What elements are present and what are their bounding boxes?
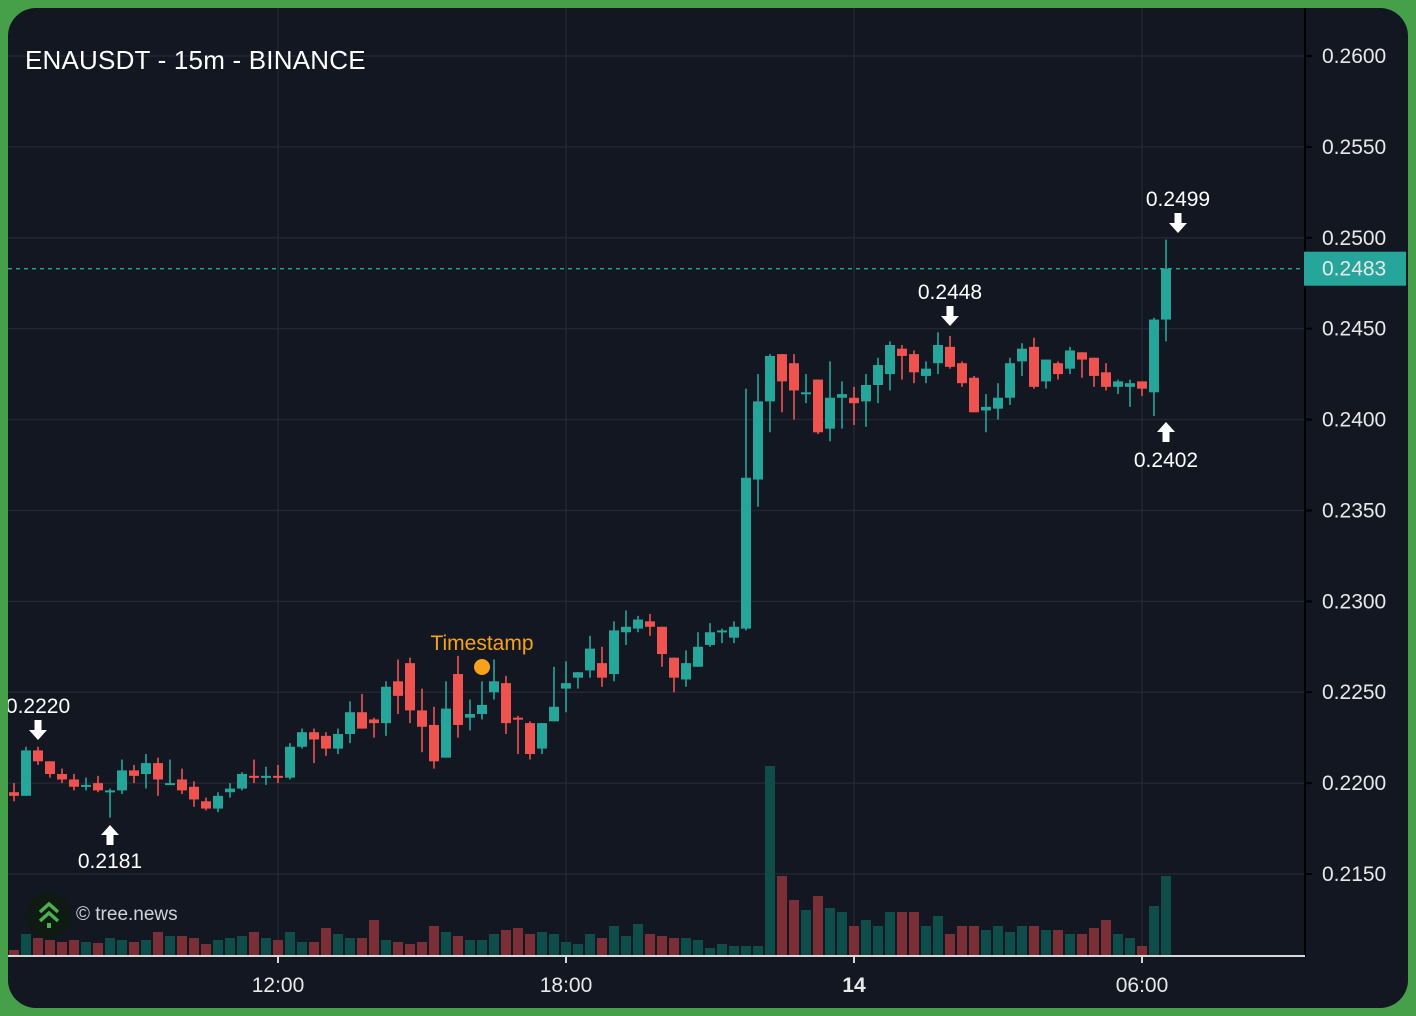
current-price-label: 0.2483 bbox=[1322, 258, 1386, 281]
price-tick-label: 0.2550 bbox=[1322, 136, 1386, 159]
watermark: © tree.news bbox=[26, 892, 178, 938]
price-tick-label: 0.2500 bbox=[1322, 227, 1386, 250]
grid-lines bbox=[8, 8, 1305, 956]
volume-bars bbox=[9, 766, 1171, 956]
watermark-text: © tree.news bbox=[76, 904, 178, 925]
price-tick-label: 0.2400 bbox=[1322, 409, 1386, 432]
high-label: 0.2448 bbox=[918, 281, 982, 304]
current-price-tag bbox=[1304, 251, 1406, 286]
price-tick-label: 0.2350 bbox=[1322, 499, 1386, 522]
price-tick-label: 0.2200 bbox=[1322, 772, 1386, 795]
price-axis[interactable]: 0.2600 0.2550 0.2500 0.2450 0.2400 0.2350 0.23… bbox=[1304, 8, 1406, 956]
chart-frame: ENAUSDT - 15m - BINANCE 0.2600 0.2550 0.25… bbox=[8, 8, 1408, 1008]
time-axis[interactable]: 12:00 18:00 14 06:00 bbox=[8, 955, 1305, 997]
timestamp-marker-icon[interactable] bbox=[474, 659, 490, 675]
time-tick-label: 14 bbox=[842, 974, 866, 997]
candlestick-chart[interactable]: 0.2600 0.2550 0.2500 0.2450 0.2400 0.2350 0.23… bbox=[8, 8, 1408, 1008]
annotations: 0.2220 0.2181 Timestamp 0.2448 0.2402 0.2499 bbox=[8, 188, 1305, 873]
timestamp-label: Timestamp bbox=[430, 632, 533, 655]
price-tick-label: 0.2300 bbox=[1322, 590, 1386, 613]
candles bbox=[9, 239, 1171, 818]
time-tick-label: 06:00 bbox=[1116, 974, 1169, 997]
high-label: 0.2220 bbox=[8, 695, 70, 718]
tree-logo-icon bbox=[26, 892, 72, 938]
chart-title: ENAUSDT - 15m - BINANCE bbox=[25, 45, 366, 75]
price-tick-label: 0.2250 bbox=[1322, 681, 1386, 704]
low-label: 0.2402 bbox=[1134, 449, 1198, 472]
price-tick-label: 0.2150 bbox=[1322, 863, 1386, 886]
time-tick-label: 12:00 bbox=[252, 974, 305, 997]
time-tick-label: 18:00 bbox=[540, 974, 593, 997]
price-tick-label: 0.2450 bbox=[1322, 318, 1386, 341]
high-label: 0.2499 bbox=[1146, 188, 1210, 211]
price-tick-label: 0.2600 bbox=[1322, 45, 1386, 68]
low-label: 0.2181 bbox=[78, 850, 142, 873]
